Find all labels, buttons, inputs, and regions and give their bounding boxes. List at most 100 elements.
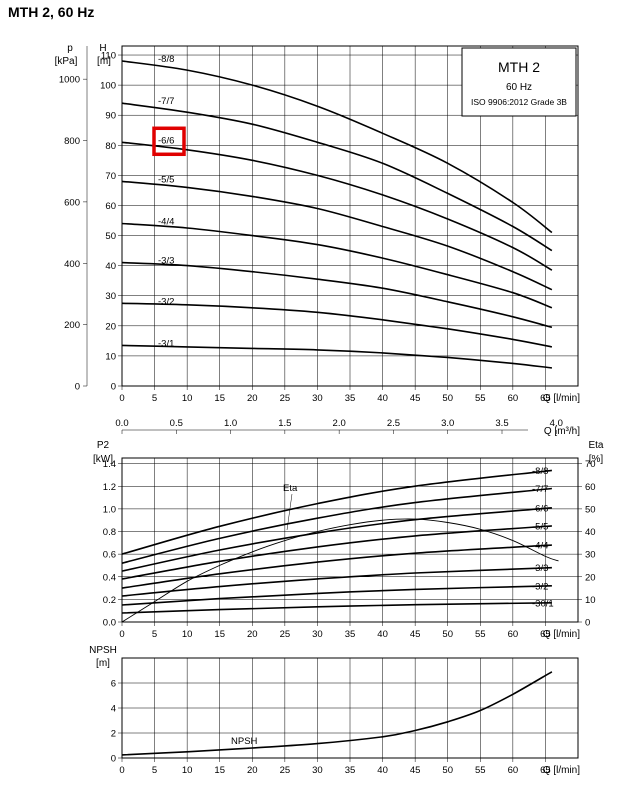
head-ytick-label: 110 <box>101 51 116 62</box>
info-freq: 60 Hz <box>506 82 532 93</box>
power-xtick-label: 45 <box>410 629 421 640</box>
flow-m3h-tick-label: 1.5 <box>278 418 291 429</box>
npsh-ylabel-unit: [m] <box>96 658 110 669</box>
npsh-ytick-label: 0 <box>111 754 116 765</box>
power-xtick-label: 0 <box>119 629 124 640</box>
power-ylabel-unit: [kW] <box>93 454 113 465</box>
head-ytick-label: 100 <box>100 81 116 92</box>
head-ytick-label: 10 <box>105 351 116 362</box>
pressure-tick-label: 600 <box>64 197 80 208</box>
pressure-tick-label: 200 <box>64 320 80 331</box>
power-ylabel: P2 <box>97 440 110 451</box>
flow-m3h-label: Q [m³/h] <box>544 426 580 437</box>
pressure-label: p <box>67 43 73 54</box>
head-ytick-label: 20 <box>105 321 116 332</box>
npsh-xtick-label: 10 <box>182 765 193 776</box>
head-curve-label: -7/7 <box>158 96 174 107</box>
pressure-tick-label: 400 <box>64 259 80 270</box>
power-curve-label: -8/8 <box>532 466 548 477</box>
power-curve-label: -4/4 <box>532 541 548 552</box>
npsh-curve <box>121 671 553 756</box>
flow-m3h-tick-label: 3.5 <box>495 418 508 429</box>
head-curve <box>121 141 553 271</box>
head-curve <box>121 344 552 369</box>
page-title: MTH 2, 60 Hz <box>8 4 95 20</box>
npsh-xtick-label: 60 <box>508 765 519 776</box>
eta-ytick-label: 60 <box>585 482 596 493</box>
head-ylabel: H <box>99 43 106 54</box>
pressure-tick-label: 0 <box>75 382 80 393</box>
npsh-xtick-label: 15 <box>214 765 225 776</box>
power-curve-label: -5/5 <box>532 521 548 532</box>
power-xtick-label: 50 <box>442 629 453 640</box>
power-curve <box>121 469 552 555</box>
flow-m3h-tick-label: 1.0 <box>224 418 237 429</box>
power-xtick-label: 10 <box>182 629 193 640</box>
head-xtick-label: 15 <box>214 393 225 404</box>
head-ytick-label: 60 <box>105 201 116 212</box>
power-xtick-label: 55 <box>475 629 486 640</box>
flow-m3h-tick-label: 4.0 <box>550 418 563 429</box>
npsh-xtick-label: 55 <box>475 765 486 776</box>
power-curve <box>121 602 552 614</box>
head-xtick-label: 5 <box>152 393 157 404</box>
head-curve <box>121 60 553 234</box>
eta-ytick-label: 70 <box>585 459 596 470</box>
eta-ytick-label: 30 <box>585 550 596 561</box>
head-curve-label: -3/2 <box>158 296 174 307</box>
head-curve <box>121 180 553 291</box>
head-ylabel-unit: [m] <box>97 56 111 67</box>
head-ytick-label: 0 <box>111 382 116 393</box>
npsh-xtick-label: 40 <box>377 765 388 776</box>
pressure-label-unit: [kPa] <box>55 56 78 67</box>
npsh-xtick-label: 25 <box>280 765 291 776</box>
head-xtick-label: 55 <box>475 393 486 404</box>
npsh-ytick-label: 2 <box>111 729 116 740</box>
head-xtick-label: 0 <box>119 393 124 404</box>
power-ytick-label: 0.8 <box>103 527 116 538</box>
head-curve-label: -3/3 <box>158 256 174 267</box>
flow-m3h-tick-label: 0.0 <box>115 418 128 429</box>
power-ytick-label: 0.4 <box>103 572 116 583</box>
head-frame <box>121 45 579 387</box>
info-standard: ISO 9906:2012 Grade 3B <box>471 97 567 107</box>
head-xlabel: Q [l/min] <box>543 393 580 404</box>
power-curve <box>121 487 552 564</box>
pressure-tick-label: 1000 <box>59 75 80 86</box>
npsh-curve-label: NPSH <box>231 736 258 747</box>
power-xtick-label: 65 <box>540 629 551 640</box>
power-ytick-label: 1.2 <box>103 482 116 493</box>
power-curve-label: -7/7 <box>532 484 548 495</box>
npsh-xtick-label: 35 <box>345 765 356 776</box>
eta-ytick-label: 50 <box>585 504 596 515</box>
head-curve-label: -4/4 <box>158 217 174 228</box>
head-ytick-label: 40 <box>105 261 116 272</box>
pressure-tick-label: 800 <box>64 136 80 147</box>
npsh-xtick-label: 65 <box>540 765 551 776</box>
head-curve <box>121 222 553 309</box>
head-xtick-label: 10 <box>182 393 193 404</box>
highlight-box <box>152 126 186 157</box>
head-curve-label: -5/5 <box>158 174 174 185</box>
power-curve-label: -6/6 <box>532 503 548 514</box>
flow-m3h-tick-label: 2.5 <box>387 418 400 429</box>
npsh-ytick-label: 6 <box>111 679 116 690</box>
npsh-xtick-label: 5 <box>152 765 157 776</box>
info-box <box>461 47 577 117</box>
head-xtick-label: 45 <box>410 393 421 404</box>
eta-ytick-label: 0 <box>585 618 590 629</box>
power-curve <box>121 525 552 580</box>
power-xtick-label: 25 <box>280 629 291 640</box>
power-curve-label: -30/1 <box>532 598 554 609</box>
head-xtick-label: 65 <box>540 393 551 404</box>
power-ytick-label: 1.0 <box>103 504 116 515</box>
head-curve-label: -6/6 <box>158 135 174 146</box>
power-xtick-label: 5 <box>152 629 157 640</box>
power-xtick-label: 35 <box>345 629 356 640</box>
power-xtick-label: 30 <box>312 629 323 640</box>
eta-ytick-label: 20 <box>585 572 596 583</box>
npsh-ylabel: NPSH <box>89 645 117 656</box>
npsh-frame <box>121 657 579 759</box>
npsh-xtick-label: 45 <box>410 765 421 776</box>
